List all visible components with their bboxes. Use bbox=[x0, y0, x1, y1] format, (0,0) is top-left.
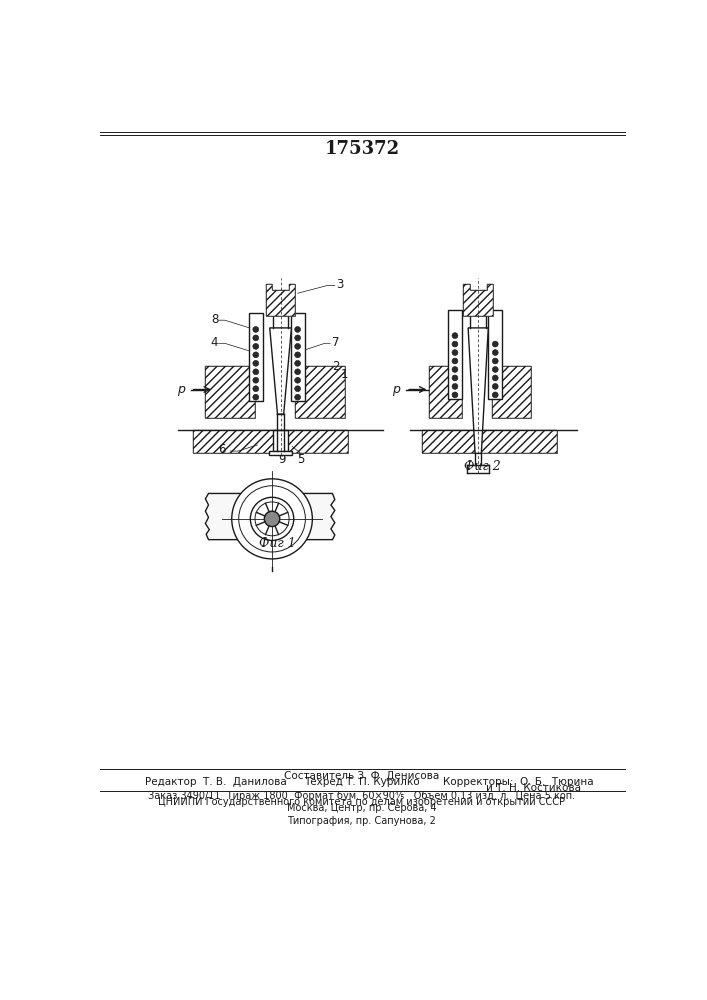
Circle shape bbox=[253, 369, 259, 375]
Circle shape bbox=[452, 367, 458, 372]
Circle shape bbox=[253, 386, 259, 392]
Bar bbox=[448, 310, 462, 399]
Text: к: к bbox=[283, 354, 288, 364]
Circle shape bbox=[253, 352, 259, 358]
Circle shape bbox=[295, 335, 300, 341]
Circle shape bbox=[295, 377, 300, 383]
Bar bbox=[269, 451, 292, 455]
Bar bbox=[249, 313, 263, 401]
Circle shape bbox=[295, 343, 300, 349]
Circle shape bbox=[295, 394, 300, 400]
Text: и Т. Н. Костикова: и Т. Н. Костикова bbox=[486, 783, 581, 793]
Text: ЦНИИПИ Государственного комитета по делам изобретений и открытий СССР: ЦНИИПИ Государственного комитета по дела… bbox=[158, 797, 566, 807]
Circle shape bbox=[492, 341, 498, 347]
Text: р: р bbox=[392, 383, 400, 396]
Circle shape bbox=[492, 392, 498, 398]
Bar bbox=[291, 313, 305, 401]
Circle shape bbox=[452, 392, 458, 398]
Circle shape bbox=[295, 386, 300, 392]
Circle shape bbox=[295, 352, 300, 358]
Bar bbox=[489, 310, 502, 399]
Circle shape bbox=[255, 502, 289, 536]
Text: Составитель З. Ф. Денисова: Составитель З. Ф. Денисова bbox=[284, 771, 440, 781]
Circle shape bbox=[452, 341, 458, 347]
Circle shape bbox=[492, 383, 498, 389]
Text: Корректоры:  О. Б.  Тюрина: Корректоры: О. Б. Тюрина bbox=[443, 777, 594, 787]
Circle shape bbox=[492, 350, 498, 355]
Polygon shape bbox=[492, 366, 531, 418]
Polygon shape bbox=[270, 328, 291, 414]
Polygon shape bbox=[206, 493, 335, 540]
Circle shape bbox=[253, 394, 259, 400]
Circle shape bbox=[492, 367, 498, 372]
Polygon shape bbox=[266, 284, 296, 316]
Text: 9: 9 bbox=[279, 453, 286, 466]
Text: Заказ 3490/11  Тираж 1800  Формат бум. 60×90⅘   Объем 0,13 изд. л.  Цена 5 коп.: Заказ 3490/11 Тираж 1800 Формат бум. 60×… bbox=[148, 791, 575, 801]
Circle shape bbox=[452, 350, 458, 355]
Text: 8: 8 bbox=[211, 313, 218, 326]
Text: 7: 7 bbox=[332, 336, 339, 349]
Circle shape bbox=[250, 497, 293, 540]
Circle shape bbox=[232, 479, 312, 559]
Polygon shape bbox=[193, 430, 348, 453]
Text: 2: 2 bbox=[332, 360, 340, 373]
Circle shape bbox=[253, 327, 259, 332]
Circle shape bbox=[452, 358, 458, 364]
Circle shape bbox=[492, 358, 498, 364]
Circle shape bbox=[492, 375, 498, 381]
Text: р: р bbox=[177, 383, 185, 396]
Circle shape bbox=[253, 377, 259, 383]
Text: Фиг 2: Фиг 2 bbox=[464, 460, 501, 473]
Polygon shape bbox=[204, 366, 255, 418]
Text: 6: 6 bbox=[218, 443, 226, 456]
Polygon shape bbox=[295, 366, 345, 418]
Text: Техред Т. П. Курилко: Техред Т. П. Курилко bbox=[304, 777, 420, 787]
Bar bbox=[273, 430, 288, 451]
Polygon shape bbox=[464, 284, 493, 316]
Circle shape bbox=[295, 360, 300, 366]
Text: 5: 5 bbox=[298, 453, 305, 466]
Text: Фиг 1: Фиг 1 bbox=[259, 537, 296, 550]
Circle shape bbox=[295, 327, 300, 332]
Text: Типография, пр. Сапунова, 2: Типография, пр. Сапунова, 2 bbox=[288, 816, 436, 826]
Circle shape bbox=[295, 369, 300, 375]
Circle shape bbox=[253, 360, 259, 366]
Text: 3: 3 bbox=[337, 278, 344, 291]
Circle shape bbox=[452, 375, 458, 381]
Polygon shape bbox=[429, 366, 462, 418]
Circle shape bbox=[264, 511, 280, 527]
Text: Редактор  Т. В.  Данилова: Редактор Т. В. Данилова bbox=[146, 777, 287, 787]
Circle shape bbox=[253, 335, 259, 341]
Text: Москва, Центр, пр. Серова, 4: Москва, Центр, пр. Серова, 4 bbox=[287, 803, 437, 813]
Circle shape bbox=[239, 486, 305, 552]
Text: 175372: 175372 bbox=[325, 140, 399, 158]
Circle shape bbox=[253, 343, 259, 349]
Circle shape bbox=[452, 383, 458, 389]
Polygon shape bbox=[421, 430, 557, 453]
Text: 1: 1 bbox=[341, 368, 349, 381]
Text: 4: 4 bbox=[211, 336, 218, 349]
Circle shape bbox=[452, 333, 458, 339]
Polygon shape bbox=[468, 328, 489, 453]
